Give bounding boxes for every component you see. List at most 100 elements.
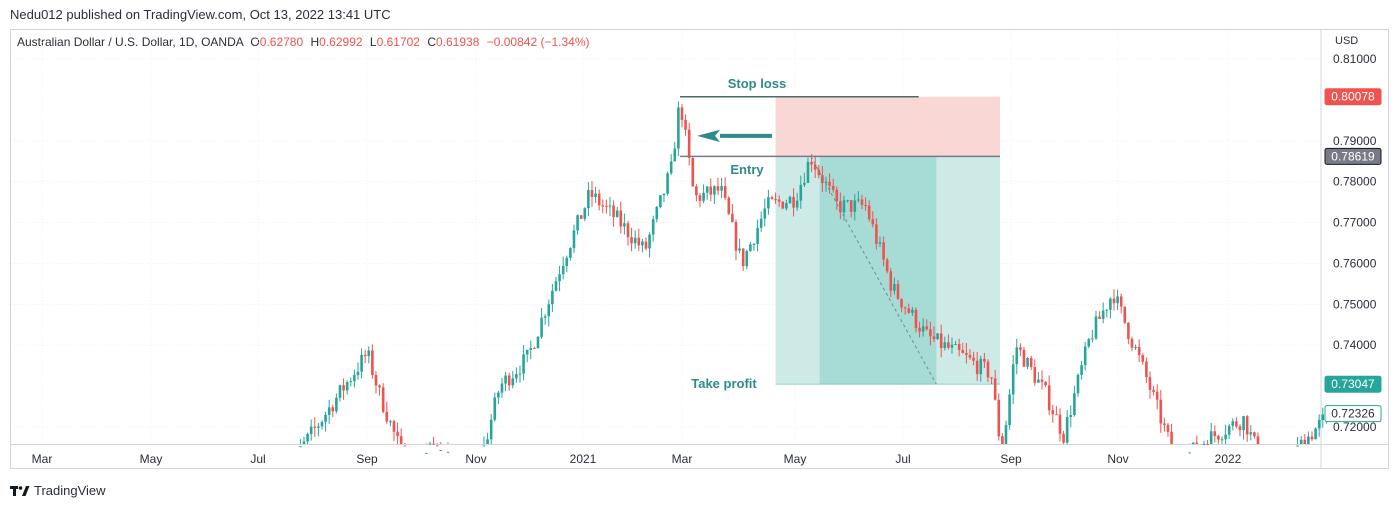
candle-body: [853, 200, 857, 212]
candle: [857, 191, 860, 203]
candle-body: [893, 284, 896, 291]
candle-body: [849, 200, 853, 212]
candle-body: [324, 414, 327, 422]
candle: [871, 211, 875, 228]
candle-body: [975, 360, 979, 375]
candle: [363, 349, 367, 364]
candle: [572, 224, 576, 253]
candle-body: [572, 230, 576, 249]
candle-body: [669, 161, 673, 174]
candle-body: [1249, 432, 1253, 435]
candle: [313, 417, 317, 438]
candle: [918, 321, 921, 338]
candle-body: [597, 193, 601, 206]
take-profit-price-badge[interactable]: [1324, 375, 1382, 393]
candle-body: [713, 186, 716, 195]
candle: [536, 336, 540, 349]
candle-body: [1321, 414, 1325, 421]
x-tick-label: May: [140, 452, 163, 466]
candle-body: [1051, 410, 1055, 415]
entry-label: Entry: [730, 162, 764, 177]
candle: [338, 384, 342, 402]
entry-price-badge[interactable]: [1324, 147, 1382, 165]
y-tick-label: 0.79000: [1333, 134, 1377, 148]
candle: [947, 334, 950, 350]
candle-body: [1040, 379, 1044, 382]
candle: [594, 186, 597, 203]
candle: [705, 186, 709, 200]
candle: [515, 367, 518, 383]
candle: [864, 197, 867, 211]
candle-body: [839, 201, 842, 213]
candle-body: [1037, 379, 1040, 383]
candle: [425, 443, 428, 454]
candle-body: [1119, 296, 1123, 307]
candle: [1098, 311, 1101, 320]
candle-body: [1224, 434, 1227, 440]
candle: [371, 344, 374, 379]
candle-body: [637, 237, 641, 246]
candle: [1087, 338, 1091, 349]
candle-body: [1141, 355, 1145, 362]
candle-body: [821, 175, 824, 183]
candle: [1055, 406, 1058, 416]
candle: [482, 436, 486, 447]
candle: [767, 189, 770, 215]
candle: [1130, 336, 1134, 352]
candle: [299, 439, 302, 448]
candle: [839, 192, 842, 220]
candle: [551, 283, 554, 313]
candle-body: [331, 407, 335, 412]
candle-body: [1116, 296, 1119, 304]
candle-body: [1245, 416, 1249, 435]
candle: [302, 436, 306, 444]
candle: [1123, 306, 1127, 324]
candle-body: [695, 186, 698, 196]
candle: [1083, 341, 1087, 371]
candle: [1170, 423, 1173, 444]
candle: [396, 422, 399, 444]
candle-body: [1166, 424, 1170, 432]
candle: [921, 318, 925, 337]
candle: [1015, 338, 1019, 375]
candle-body: [335, 397, 338, 412]
candle: [1047, 375, 1051, 416]
candle-body: [482, 445, 486, 447]
low-value: 0.61702: [376, 35, 420, 49]
candle-body: [1127, 322, 1130, 339]
candle: [1137, 339, 1141, 363]
stop-loss-zone[interactable]: [775, 96, 1000, 157]
candle: [849, 199, 853, 218]
candle: [569, 247, 572, 261]
candle-body: [1130, 338, 1134, 348]
symbol-name[interactable]: Australian Dollar / U.S. Dollar, 1D, OAN…: [17, 35, 244, 49]
candle: [972, 351, 975, 366]
candle: [1159, 389, 1163, 433]
candle: [345, 380, 349, 395]
footer-brand-text: TradingView: [34, 483, 106, 498]
candle-body: [1073, 393, 1076, 415]
candle: [1155, 384, 1159, 410]
candle-body: [968, 354, 972, 358]
candle-body: [731, 213, 734, 223]
candle-body: [309, 426, 313, 434]
candle: [734, 219, 738, 261]
candle-body: [648, 234, 651, 249]
currency-label[interactable]: USD: [1335, 35, 1359, 47]
candle-body: [1080, 365, 1083, 375]
candle-body: [536, 336, 540, 349]
candle: [763, 198, 767, 227]
x-tick-label: Sep: [356, 452, 378, 466]
candle: [1303, 434, 1307, 444]
candle-body: [990, 377, 993, 379]
candle-body: [381, 387, 385, 412]
candle: [1040, 370, 1044, 390]
stop-price-badge[interactable]: [1324, 88, 1382, 106]
candle-body: [302, 441, 306, 444]
candle: [349, 377, 353, 387]
candle-body: [875, 224, 878, 244]
candle-body: [705, 186, 709, 193]
last-price-badge[interactable]: [1324, 405, 1382, 423]
candle-body: [767, 197, 770, 209]
